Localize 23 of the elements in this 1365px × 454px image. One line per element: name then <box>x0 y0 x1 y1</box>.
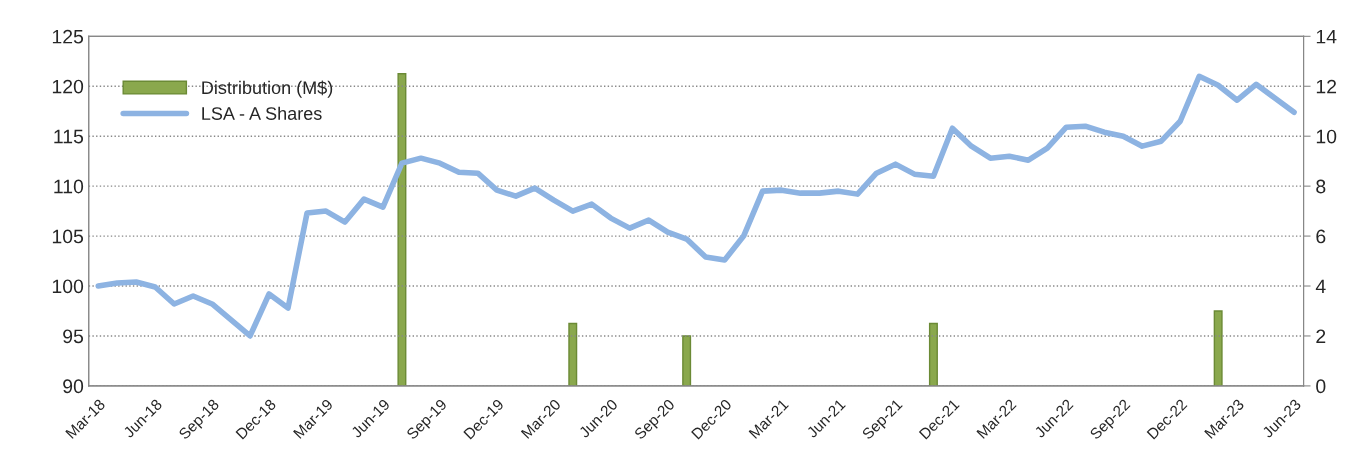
y-tick-label: 125 <box>52 29 84 44</box>
y-tick-label: 90 <box>63 379 84 394</box>
bar <box>568 322 578 386</box>
bar <box>1213 310 1223 386</box>
y-tick-label: 95 <box>63 329 84 344</box>
y2-tick-label: 8 <box>1316 179 1326 194</box>
y-tick-label: 120 <box>52 79 84 94</box>
y2-tick-label: 0 <box>1316 379 1326 394</box>
y-tick-label: 105 <box>52 229 84 244</box>
legend-label: Distribution (M$) <box>202 80 333 98</box>
bar <box>397 73 407 386</box>
y2-tick-label: 6 <box>1316 229 1326 244</box>
y-tick-label: 100 <box>52 279 84 294</box>
y-tick-label: 110 <box>54 179 84 194</box>
legend-label: LSA - A Shares <box>202 106 322 120</box>
bar <box>928 322 938 386</box>
y-tick-label: 115 <box>54 129 84 144</box>
y2-tick-label: 2 <box>1316 329 1326 344</box>
y2-tick-label: 14 <box>1316 29 1337 44</box>
bar <box>682 335 692 386</box>
y2-tick-label: 4 <box>1315 279 1326 294</box>
y2-tick-label: 10 <box>1316 129 1337 144</box>
y2-tick-label: 12 <box>1316 79 1337 94</box>
